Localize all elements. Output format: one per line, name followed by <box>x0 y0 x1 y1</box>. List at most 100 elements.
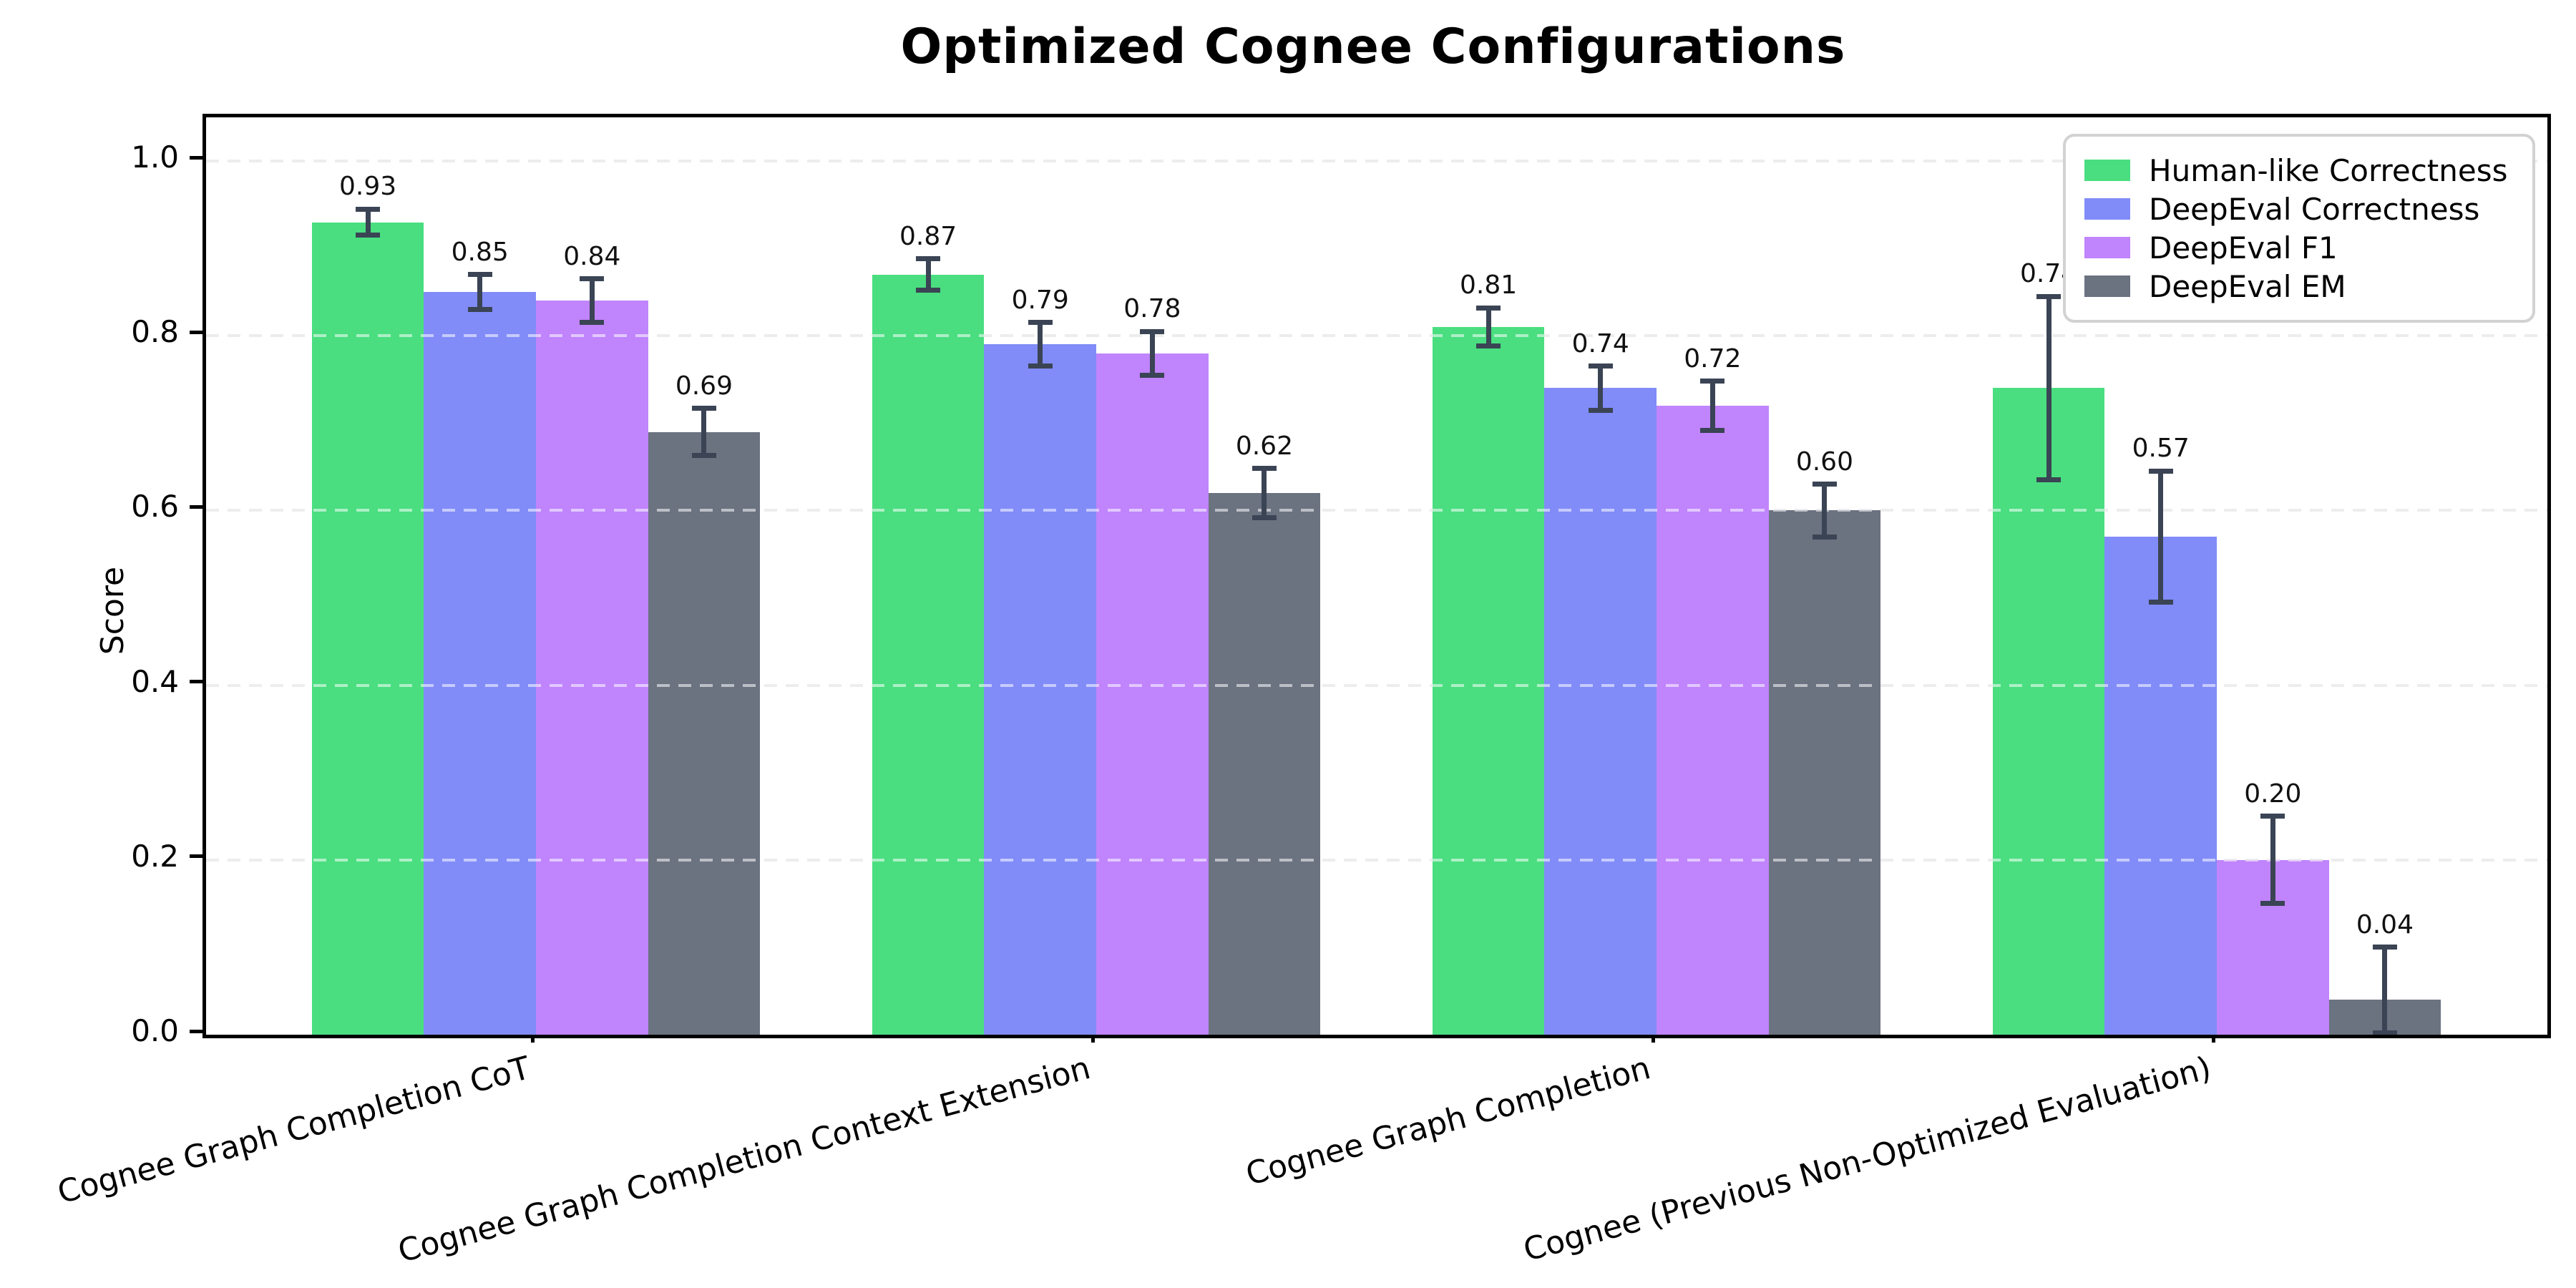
bar-value-label: 0.20 <box>2244 779 2302 809</box>
error-bar-line <box>1262 468 1267 518</box>
bar-value-label: 0.85 <box>451 237 509 267</box>
y-axis-label: Score <box>94 566 132 655</box>
error-bar-cap-top <box>1140 328 1165 334</box>
legend-item: Human-like Correctness <box>2084 151 2514 190</box>
bar-value-label: 0.79 <box>1011 285 1069 315</box>
error-bar-line <box>1709 381 1715 431</box>
legend-label: DeepEval EM <box>2149 268 2346 304</box>
y-tick-mark <box>190 1029 203 1033</box>
error-bar-cap-top <box>2148 468 2173 474</box>
bar <box>2104 537 2217 1035</box>
bar <box>1208 493 1321 1035</box>
bar-value-label: 0.87 <box>899 221 957 251</box>
error-bar-cap-bottom <box>2148 600 2173 605</box>
x-tick-label: Cognee Graph Completion CoT <box>54 1050 535 1211</box>
bar <box>536 301 648 1035</box>
error-bar-line <box>2270 816 2275 904</box>
error-bar-line <box>1822 484 1828 537</box>
error-bar-cap-top <box>580 276 605 282</box>
error-bar-cap-bottom <box>467 307 492 313</box>
error-bar-cap-top <box>1588 364 1613 369</box>
y-tick-mark <box>190 155 203 160</box>
error-bar-line <box>925 258 931 291</box>
bar <box>424 292 536 1035</box>
error-bar-line <box>701 408 707 456</box>
error-bar-cap-bottom <box>1028 364 1053 369</box>
error-bar-line <box>2158 471 2164 602</box>
bar-value-label: 0.78 <box>1123 294 1181 324</box>
error-bar-line <box>589 278 595 323</box>
legend-item: DeepEval F1 <box>2084 228 2514 267</box>
error-bar-cap-bottom <box>1700 427 1725 433</box>
error-bar-cap-top <box>916 256 941 262</box>
bar <box>984 344 1096 1035</box>
error-bar-cap-bottom <box>2036 477 2062 483</box>
error-bar-cap-top <box>691 406 716 411</box>
error-bar-cap-bottom <box>2260 901 2285 907</box>
error-bar-line <box>1038 322 1043 366</box>
bar-value-label: 0.93 <box>339 172 397 202</box>
error-bar-cap-bottom <box>580 320 605 326</box>
legend: Human-like Correctness DeepEval Correctne… <box>2063 134 2535 323</box>
error-bar-cap-bottom <box>691 453 716 458</box>
error-bar-line <box>365 209 371 235</box>
bar <box>1992 388 2105 1035</box>
y-tick-label: 0.2 <box>131 838 179 874</box>
legend-item: DeepEval EM <box>2084 267 2514 306</box>
error-bar-cap-top <box>2260 814 2285 819</box>
error-bar-line <box>2382 947 2388 1033</box>
y-tick-mark <box>190 854 203 859</box>
plot-area: 0.93 0.87 0.81 0.74 0.85 0.79 0.74 0.57 0.84 0.78… <box>203 114 2551 1038</box>
legend-swatch-icon <box>2084 160 2130 181</box>
legend-label: DeepEval Correctness <box>2149 191 2480 227</box>
bar-value-label: 0.60 <box>1795 447 1853 477</box>
y-tick-mark <box>190 504 203 509</box>
error-bar-cap-bottom <box>916 288 941 293</box>
bar <box>872 274 985 1035</box>
gridline-highlight <box>206 858 2547 862</box>
error-bar-cap-top <box>2036 293 2062 299</box>
bar <box>1768 510 1881 1035</box>
legend-item: DeepEval Correctness <box>2084 190 2514 228</box>
bar <box>1544 388 1657 1035</box>
y-tick-label: 0.8 <box>131 314 179 350</box>
error-bar-cap-top <box>467 272 492 278</box>
gridline-highlight <box>206 160 2547 163</box>
gridline-highlight <box>206 509 2547 512</box>
bar-value-label: 0.72 <box>1684 343 1742 374</box>
error-bar-line <box>1149 331 1155 376</box>
bar-value-label: 0.62 <box>1235 431 1293 461</box>
bar-value-label: 0.84 <box>563 241 621 271</box>
error-bar-cap-top <box>1812 482 1837 487</box>
bar <box>311 222 424 1035</box>
y-tick-label: 0.6 <box>131 489 179 525</box>
y-tick-label: 1.0 <box>131 140 179 175</box>
legend-swatch-icon <box>2084 198 2130 220</box>
error-bar-line <box>2046 296 2051 480</box>
error-bar-cap-bottom <box>1812 534 1837 540</box>
x-tick-mark <box>1091 1031 1095 1043</box>
error-bar-cap-bottom <box>1476 343 1501 349</box>
bar <box>648 431 761 1035</box>
x-tick-label: Cognee Graph Completion <box>1242 1050 1655 1194</box>
error-bar-cap-top <box>1476 305 1501 311</box>
legend-label: DeepEval F1 <box>2149 230 2338 265</box>
x-tick-mark <box>1651 1031 1655 1043</box>
error-bar-cap-top <box>1252 466 1277 472</box>
bar <box>1096 353 1209 1035</box>
error-bar-line <box>477 274 483 310</box>
bar-value-label: 0.04 <box>2356 909 2414 940</box>
error-bar-cap-top <box>1700 379 1725 384</box>
bar-value-label: 0.81 <box>1460 270 1518 301</box>
y-tick-mark <box>190 680 203 684</box>
gridline-highlight <box>206 334 2547 338</box>
error-bar-cap-bottom <box>2372 1030 2397 1035</box>
error-bar-cap-top <box>2372 945 2397 950</box>
bar <box>1432 327 1545 1035</box>
x-tick-mark <box>530 1031 535 1043</box>
error-bar-cap-bottom <box>356 233 381 238</box>
error-bar-line <box>1485 308 1491 346</box>
bar-value-label: 0.74 <box>1571 328 1629 358</box>
legend-swatch-icon <box>2084 275 2130 297</box>
y-tick-mark <box>190 330 203 334</box>
